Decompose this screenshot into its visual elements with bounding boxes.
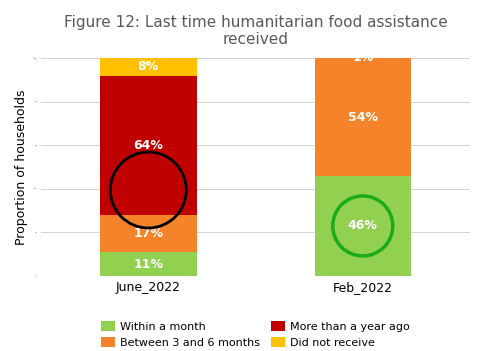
Legend: Within a month, Between 3 and 6 months, More than a year ago, Did not receive: Within a month, Between 3 and 6 months, … xyxy=(96,316,413,351)
Text: 1%: 1% xyxy=(351,51,373,64)
Bar xyxy=(314,58,410,176)
Y-axis label: Proportion of households: Proportion of households xyxy=(15,90,28,245)
Text: 17%: 17% xyxy=(133,227,163,240)
Bar xyxy=(314,56,410,58)
Text: 8%: 8% xyxy=(137,60,159,73)
Bar xyxy=(100,215,196,252)
Text: 64%: 64% xyxy=(133,139,163,152)
Bar xyxy=(100,252,196,276)
Title: Figure 12: Last time humanitarian food assistance
received: Figure 12: Last time humanitarian food a… xyxy=(63,15,446,47)
Text: 54%: 54% xyxy=(347,111,377,124)
Bar xyxy=(100,58,196,76)
Text: 46%: 46% xyxy=(347,219,377,232)
Bar xyxy=(314,176,410,276)
Text: 11%: 11% xyxy=(133,258,163,271)
Bar xyxy=(100,76,196,215)
